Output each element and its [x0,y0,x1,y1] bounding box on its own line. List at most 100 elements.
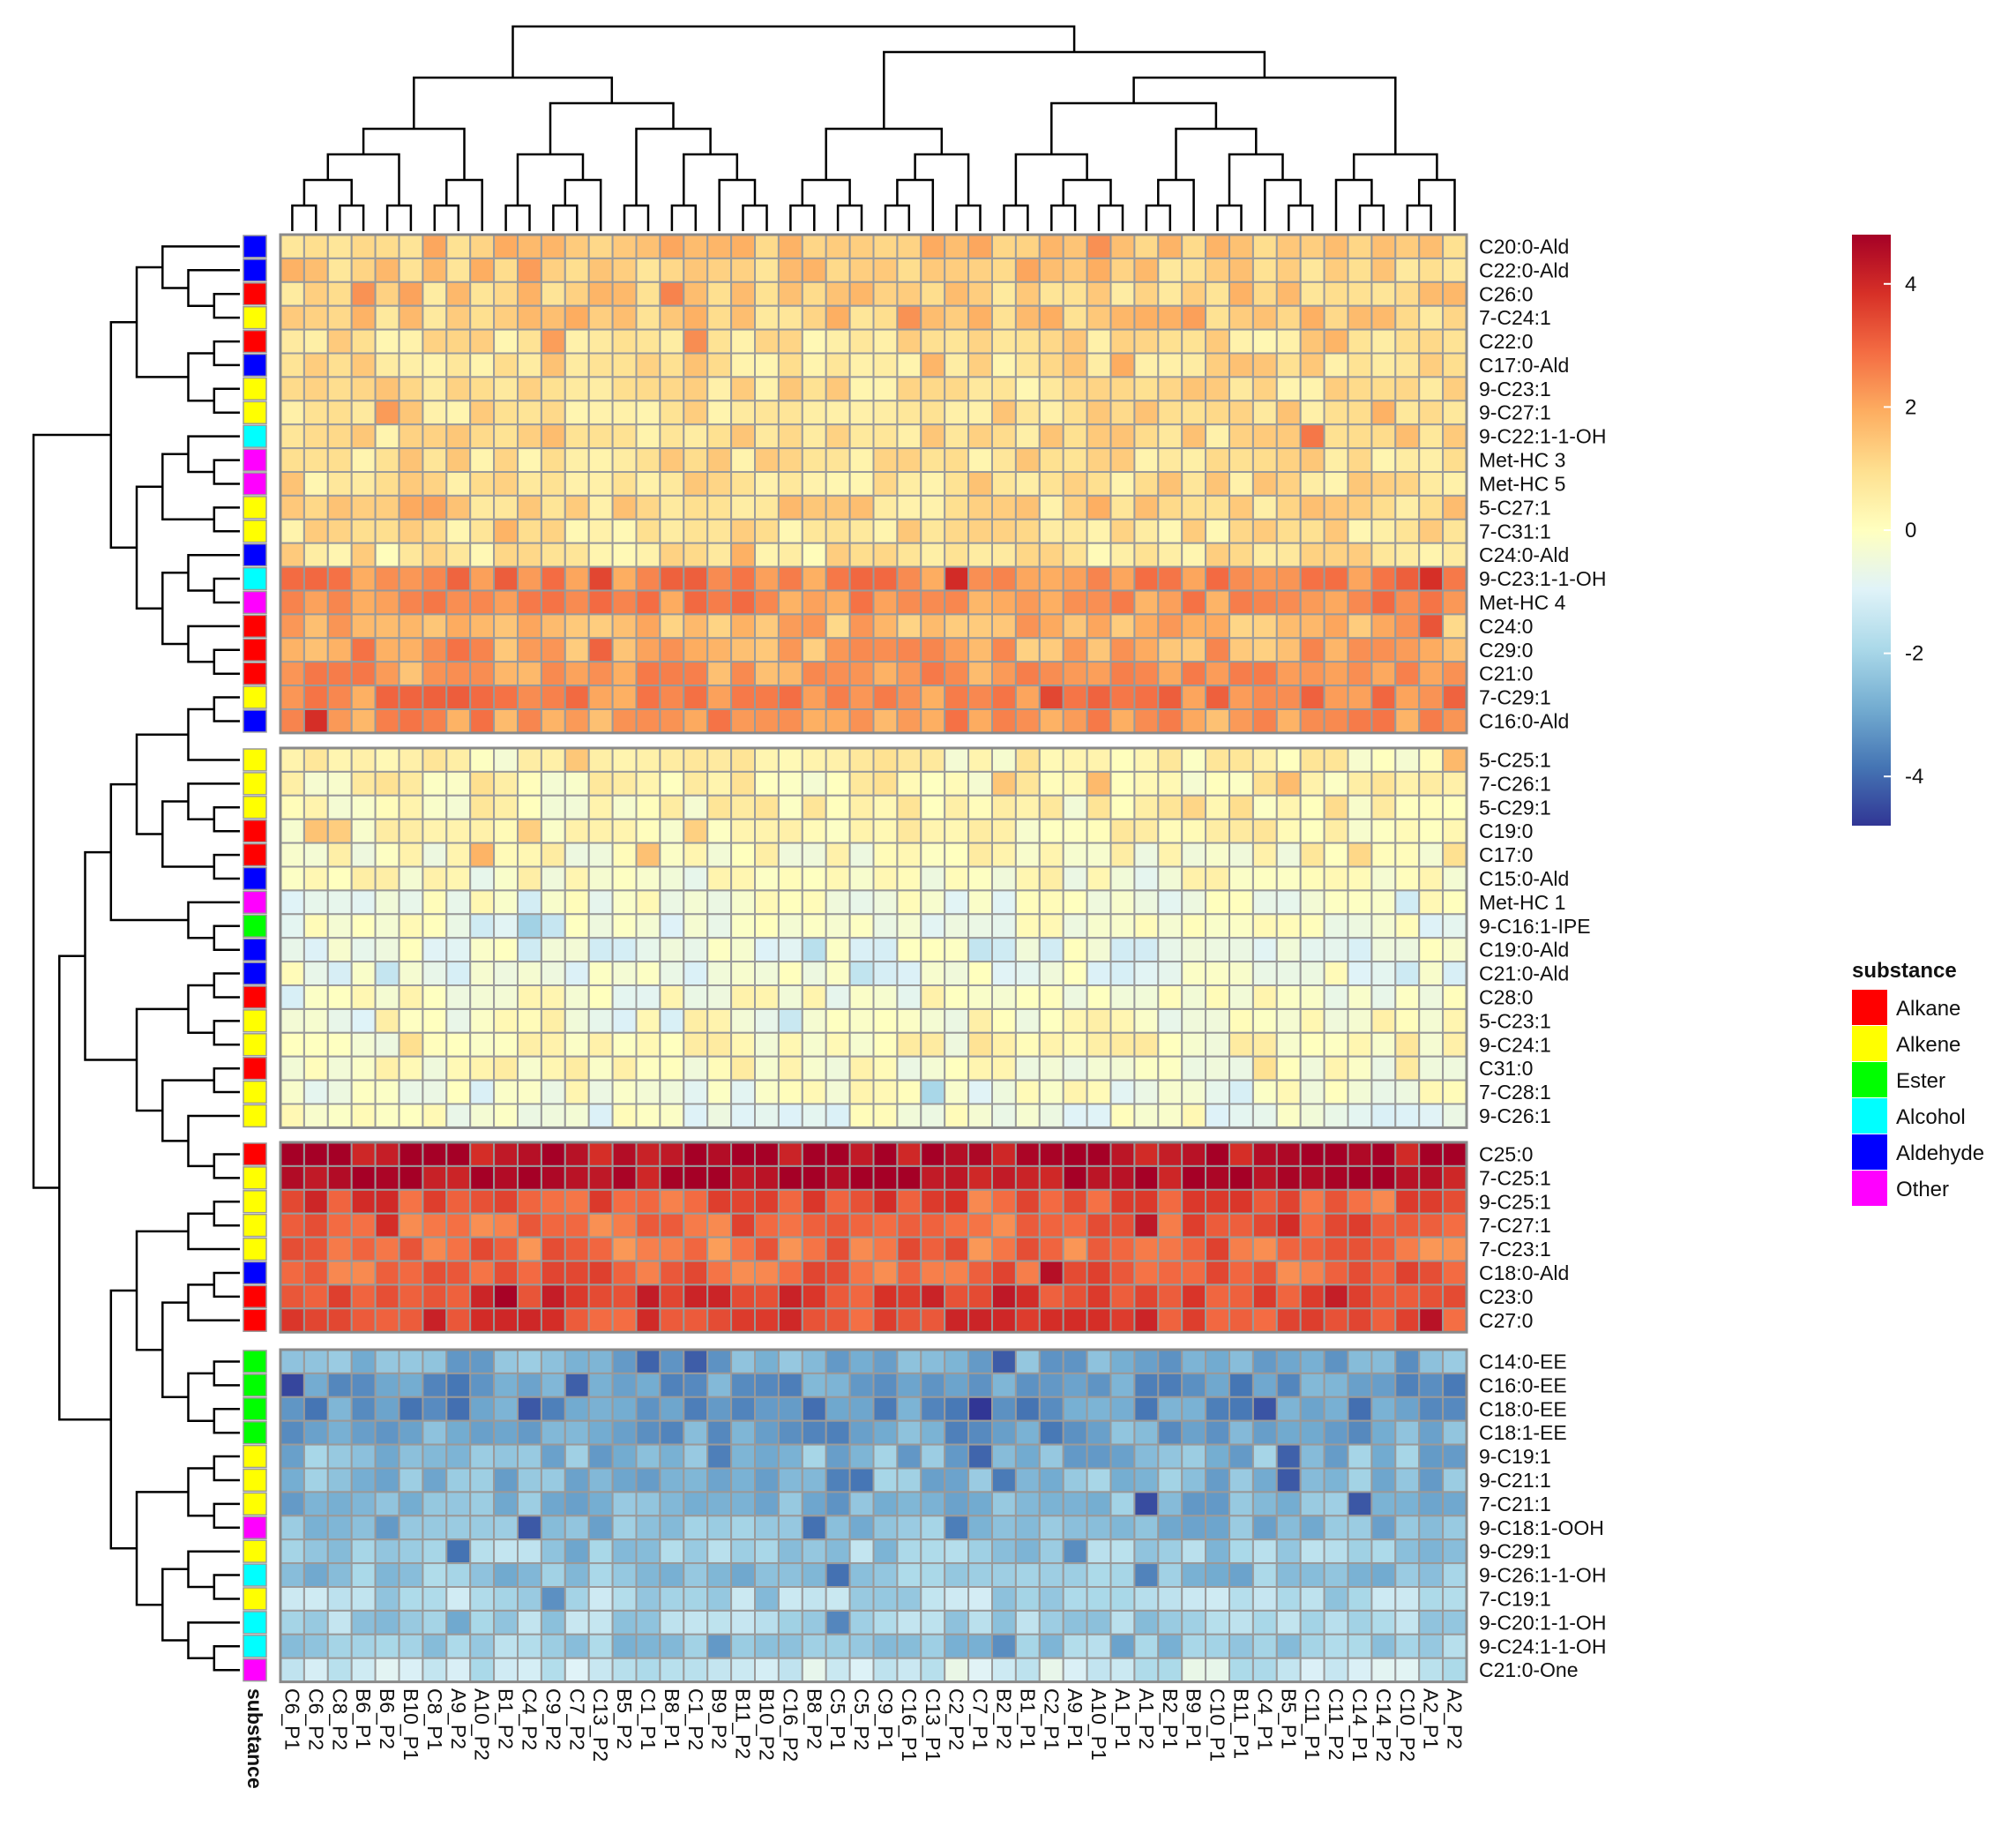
heatmap-cell [1251,1586,1278,1612]
heatmap-cell [1157,1164,1183,1191]
heatmap-cell [825,1515,851,1541]
heatmap-cell [920,352,946,378]
heatmap-cell [635,865,661,892]
heatmap-cell [920,518,946,544]
heatmap-cell [1133,1188,1160,1215]
column-label: A9_P1 [1064,1688,1086,1749]
heatmap-cell [1394,281,1421,307]
heatmap-cell [1251,1188,1278,1215]
heatmap-cell [422,770,448,797]
heatmap-cell [706,685,733,710]
heatmap-cell [1062,518,1088,544]
heatmap-cell [302,1538,329,1565]
heatmap-cell [1370,685,1397,710]
row-label: 9-C29:1 [1479,1540,1551,1563]
column-label: C2_P2 [945,1688,968,1750]
heatmap-cell [896,494,922,520]
heatmap-cell [896,685,922,710]
heatmap-cell [517,1055,542,1081]
heatmap-cell [635,328,661,355]
heatmap-cell [280,637,305,663]
heatmap-cell [706,1419,733,1446]
heatmap-cell [872,794,899,820]
heatmap-cell [683,770,709,797]
heatmap-cell [1275,400,1302,426]
heatmap-cell [1062,1538,1088,1565]
heatmap-cell [1299,913,1325,939]
heatmap-cell [445,494,472,520]
heatmap-cell [825,1079,851,1105]
heatmap-cell [920,1657,946,1683]
substance-marker [243,1658,267,1682]
heatmap-cell [1228,1055,1254,1081]
heatmap-cell [445,1633,472,1659]
heatmap-cell [326,1538,353,1565]
heatmap-cell [611,1657,638,1683]
heatmap-cell [517,1236,542,1262]
heatmap-cell [374,1349,400,1374]
heatmap-cell [587,1349,614,1374]
heatmap-cell [1418,518,1445,544]
heatmap-cell [540,747,566,773]
heatmap-cell [991,1141,1017,1167]
heatmap-cell [422,542,448,568]
dendrogram-branch [1352,153,1438,180]
heatmap-cell [825,589,851,616]
heatmap-cell [1109,1212,1136,1239]
heatmap-cell [683,1586,709,1612]
heatmap-cell [350,234,377,259]
heatmap-cell [1086,328,1112,355]
heatmap-cell [445,937,472,963]
heatmap-cell [967,1562,993,1588]
heatmap-cell [611,589,638,616]
heatmap-cell [280,1396,305,1422]
heatmap-cell [706,1260,733,1286]
heatmap-cell [1442,1515,1467,1541]
heatmap-cell [1370,494,1397,520]
heatmap-cell [587,961,614,986]
heatmap-cell [374,613,400,640]
heatmap-cell [1205,865,1230,892]
substance-marker [243,914,267,938]
heatmap-cell [848,1372,875,1398]
heatmap-cell [493,984,519,1010]
heatmap-cell [1109,304,1136,331]
heatmap-cell [398,1055,424,1081]
heatmap-cell [967,747,993,773]
heatmap-cell [1157,1633,1183,1659]
heatmap-cell [398,1491,424,1517]
heatmap-cell [422,257,448,283]
heatmap-cell [896,352,922,378]
dendrogram-branch [552,204,579,231]
heatmap-cell [1347,1372,1373,1398]
heatmap-cell [825,1007,851,1034]
heatmap-cell [587,376,614,402]
heatmap-cell [1299,1007,1325,1034]
heatmap-cell [326,913,353,939]
heatmap-cell [1228,1538,1254,1565]
heatmap-cell [1181,447,1207,474]
heatmap-cell [896,1491,922,1517]
heatmap-cell [1062,352,1088,378]
heatmap-cell [1014,661,1041,687]
heatmap-cell [848,1103,875,1129]
heatmap-cell [469,565,496,592]
heatmap-cell [1086,1515,1112,1541]
heatmap-cell [683,685,709,710]
substance-marker [243,866,267,891]
heatmap-cell [991,1103,1017,1129]
heatmap-cell [777,961,803,986]
heatmap-cell [754,1212,780,1239]
substance-marker [243,400,267,424]
heatmap-cell [1418,352,1445,378]
heatmap-cell [1157,257,1183,283]
heatmap-cell [350,1055,377,1081]
heatmap-cell [872,1212,899,1239]
heatmap-cell [611,1031,638,1058]
heatmap-cell [422,794,448,820]
heatmap-cell [1228,1349,1254,1374]
heatmap-cell [564,770,590,797]
heatmap-cell [896,842,922,868]
heatmap-cell [635,794,661,820]
dendrogram-branch [213,387,240,414]
